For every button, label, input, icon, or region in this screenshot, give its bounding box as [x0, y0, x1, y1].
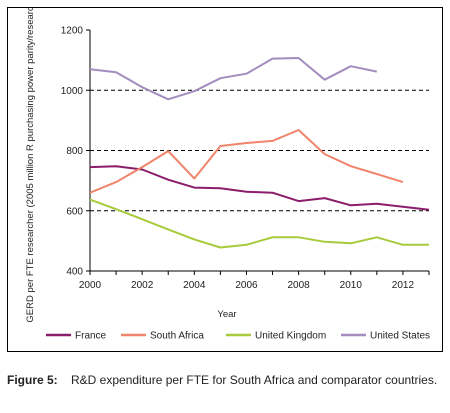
x-tick-label-2006: 2006: [235, 280, 258, 291]
legend: France South Africa United Kingdom United S…: [46, 331, 430, 342]
x-tick-label-2008: 2008: [287, 280, 310, 291]
line-chart: 400 600 800 1000 1200 2000 2002 2004 2006 2008 201…: [25, 8, 430, 342]
caption-text: R&D expenditure per FTE for South Africa…: [71, 373, 438, 387]
x-axis-title: Year: [217, 309, 236, 320]
series-line-united-kingdom: [89, 198, 429, 249]
y-tick-label-600: 600: [66, 206, 83, 217]
series-lines: [89, 57, 430, 249]
chart-frame: 400 600 800 1000 1200 2000 2002 2004 2006 2008 201…: [7, 7, 443, 352]
y-tick-label-400: 400: [66, 267, 83, 278]
y-tick-label-800: 800: [66, 146, 83, 157]
series-line-united-states: [89, 57, 378, 101]
series-line-south-africa: [89, 129, 404, 194]
y-tick-label-1000: 1000: [61, 86, 84, 97]
legend-label-south-africa: South Africa: [150, 331, 204, 342]
legend-label-united-kingdom: United Kingdom: [255, 331, 326, 342]
series-line-france: [89, 165, 430, 211]
x-tick-label-2010: 2010: [340, 280, 363, 291]
legend-label-france: France: [75, 331, 107, 342]
x-tick-label-2000: 2000: [79, 280, 102, 291]
y-tick-label-1200: 1200: [61, 26, 84, 37]
x-tick-label-2002: 2002: [131, 280, 154, 291]
axes: 400 600 800 1000 1200 2000 2002 2004 2006 2008 201…: [61, 26, 430, 291]
x-tick-label-2004: 2004: [183, 280, 206, 291]
caption-label: Figure 5:: [7, 373, 58, 387]
y-axis-title: GERD per FTE researcher (2005 million R …: [25, 8, 36, 323]
x-tick-label-2012: 2012: [392, 280, 415, 291]
legend-label-united-states: United States: [370, 331, 430, 342]
